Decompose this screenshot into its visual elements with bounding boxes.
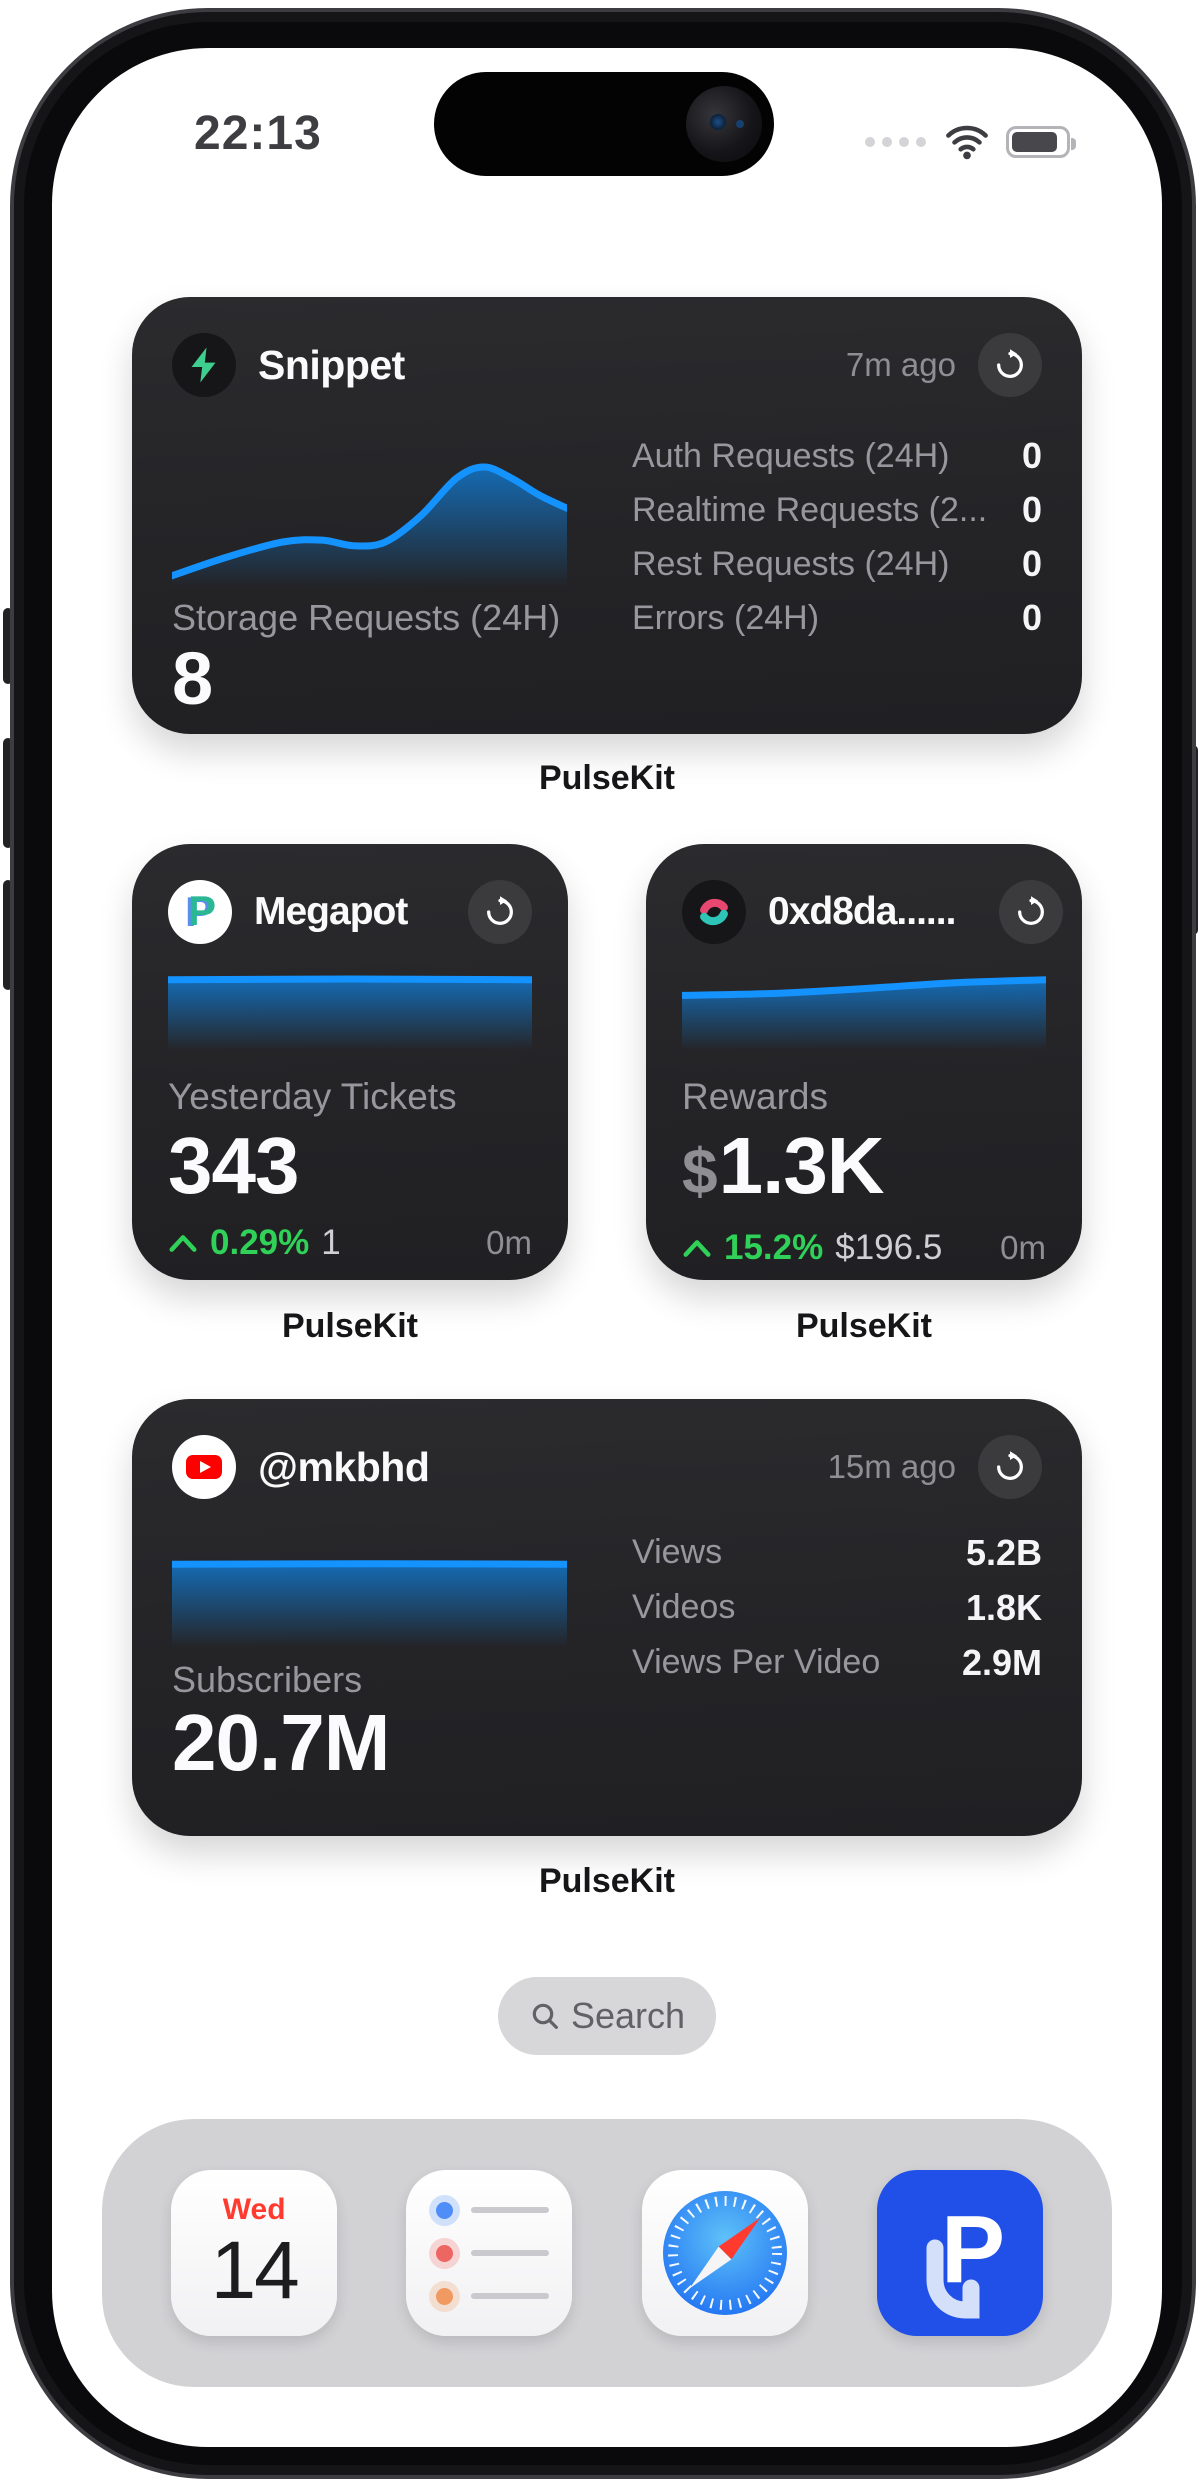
sparkline-chart [168, 972, 532, 1050]
volume-down-button[interactable] [3, 880, 13, 990]
refresh-button[interactable] [468, 880, 532, 944]
svg-text:P: P [941, 2196, 1005, 2303]
metric-value: 343 [168, 1121, 299, 1210]
stat-row: Views Per Video 2.9M [632, 1635, 1042, 1690]
calendar-app-icon[interactable]: Wed 14 [171, 2170, 338, 2336]
home-screen: 22:13 Snippet 7m [52, 48, 1162, 2447]
change-percent: 15.2% [724, 1228, 824, 1267]
stat-value: 5.2B [965, 1532, 1042, 1573]
calendar-day: 14 [210, 2225, 300, 2316]
volume-up-button[interactable] [3, 738, 13, 848]
youtube-icon [172, 1435, 236, 1499]
sparkline-chart [172, 437, 567, 587]
megapot-icon: P P [168, 880, 232, 944]
widget-snippet[interactable]: Snippet 7m ago Storage Requests (24H) 8 [132, 297, 1082, 734]
stat-label: Views Per Video [632, 1643, 881, 1681]
status-icons [865, 124, 1076, 160]
cellular-signal-icon [865, 137, 926, 147]
last-updated: 0m [486, 1224, 532, 1261]
widget-title: Snippet [258, 341, 405, 388]
widget-caption: PulseKit [538, 759, 676, 797]
reminders-app-icon[interactable] [406, 2170, 573, 2336]
metric-value: $1.3K [682, 1124, 1046, 1213]
sparkline-chart [172, 1555, 567, 1647]
change-detail: 1 [321, 1223, 341, 1262]
stat-row: Views 5.2B [632, 1525, 1042, 1580]
change-row: 0.29% 1 0m [168, 1222, 532, 1264]
metric-value: 8 [172, 637, 213, 720]
widget-caption: PulseKit [795, 1307, 933, 1345]
stat-row: Errors (24H) 0 [632, 591, 1042, 645]
search-label: Search [570, 1995, 686, 2036]
stat-row: Videos 1.8K [632, 1580, 1042, 1635]
stat-row: Realtime Requests (2... 0 [632, 483, 1042, 537]
last-updated: 15m ago [827, 1448, 956, 1485]
calendar-weekday: Wed [222, 2193, 286, 2226]
widget-youtube[interactable]: @mkbhd 15m ago Subscribers 20.7M [132, 1399, 1082, 1836]
change-detail: $196.5 [835, 1228, 943, 1267]
widget-caption: PulseKit [538, 1862, 676, 1900]
search-icon [532, 2003, 558, 2029]
svg-text:P: P [188, 887, 216, 934]
stat-value: 0 [1021, 543, 1042, 584]
change-row: 15.2% $196.5 0m [682, 1227, 1046, 1269]
battery-icon [1006, 126, 1076, 158]
widget-caption: PulseKit [281, 1307, 419, 1345]
widget-megapot[interactable]: P P Megapot Yesterday Tickets 343 0.29% [132, 844, 568, 1280]
stat-value: 0 [1021, 597, 1042, 638]
phone-frame: 22:13 Snippet 7m [10, 8, 1196, 2479]
widget-wallet[interactable]: 0xd8da...... Rewards $1.3K 15.2% $196.5 … [646, 844, 1082, 1280]
last-updated: 0m [1000, 1229, 1046, 1266]
metric-label: Yesterday Tickets [168, 1076, 457, 1117]
stat-value: 1.8K [965, 1587, 1042, 1628]
stat-label: Views [632, 1533, 723, 1571]
refresh-button[interactable] [999, 880, 1064, 944]
metric-value: 20.7M [172, 1698, 390, 1787]
refresh-button[interactable] [978, 333, 1042, 397]
stat-label: Errors (24H) [632, 599, 820, 637]
last-updated: 7m ago [845, 346, 956, 383]
stat-label: Rest Requests (24H) [632, 545, 950, 583]
chevron-up-icon [169, 1235, 197, 1252]
stat-label: Realtime Requests (2... [632, 491, 988, 529]
status-time: 22:13 [194, 107, 322, 160]
sparkline-chart [682, 972, 1046, 1050]
widget-title: Megapot [254, 890, 408, 933]
currency-symbol: $ [682, 1135, 718, 1207]
chevron-up-icon [683, 1240, 711, 1257]
action-button[interactable] [3, 608, 13, 684]
dynamic-island [434, 72, 774, 176]
metric-label: Subscribers [172, 1659, 363, 1700]
stat-label: Videos [632, 1588, 736, 1626]
refresh-button[interactable] [978, 1435, 1042, 1499]
stat-value: 0 [1021, 435, 1042, 476]
front-camera [686, 86, 762, 162]
dock: Wed 14 [102, 2119, 1112, 2387]
metric-label: Rewards [682, 1076, 828, 1117]
svg-text:P: P [185, 888, 213, 935]
stat-value: 2.9M [961, 1642, 1042, 1683]
pulsekit-app-icon[interactable]: P [876, 2170, 1043, 2336]
metric-number: 1.3K [718, 1121, 885, 1210]
bolt-icon [172, 333, 236, 397]
search-button[interactable]: Search [498, 1977, 716, 2055]
stat-row: Rest Requests (24H) 0 [632, 537, 1042, 591]
widget-title: 0xd8da...... [768, 890, 956, 933]
wallet-swirl-icon [682, 880, 746, 944]
stat-label: Auth Requests (24H) [632, 437, 950, 475]
stat-row: Auth Requests (24H) 0 [632, 429, 1042, 483]
safari-app-icon[interactable] [641, 2170, 808, 2336]
stat-value: 0 [1021, 489, 1042, 530]
wifi-icon [946, 125, 988, 160]
change-percent: 0.29% [210, 1223, 310, 1262]
metric-label: Storage Requests (24H) [172, 597, 561, 638]
widget-title: @mkbhd [258, 1443, 430, 1490]
